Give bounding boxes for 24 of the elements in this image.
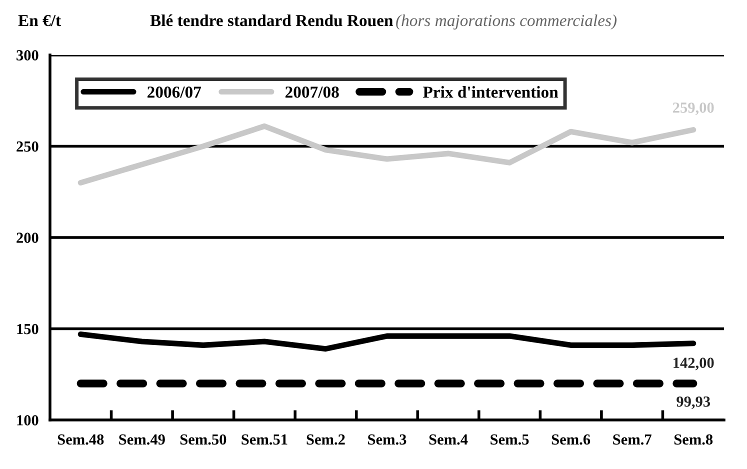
y-tick-label: 100 <box>17 415 38 426</box>
x-tick-label: Sem.7 <box>613 434 652 445</box>
x-tick-label: Sem.2 <box>306 434 345 445</box>
x-tick-label: Sem.6 <box>552 434 590 445</box>
x-tick-label: Sem.50 <box>180 434 226 445</box>
x-tick-label: Sem.4 <box>429 434 468 445</box>
legend-label: 2006/07 <box>148 86 202 98</box>
x-tick-label: Sem.8 <box>674 434 713 445</box>
y-tick-label: 300 <box>16 50 38 60</box>
y-tick-label: 250 <box>16 141 38 152</box>
legend-label: 2007/08 <box>285 86 339 98</box>
y-tick-label: 150 <box>17 324 38 334</box>
x-tick-label: Sem.48 <box>58 434 104 445</box>
legend-label: Prix d'intervention <box>423 86 558 98</box>
x-tick-label: Sem.5 <box>490 434 529 445</box>
x-tick-label: Sem.51 <box>242 434 288 445</box>
annotation: 99,93 <box>676 396 710 409</box>
y-tick-label: 200 <box>16 232 38 243</box>
chart-subtitle: (hors majorations commerciales) <box>396 14 617 30</box>
chart-title: Blé tendre standard Rendu Rouen <box>150 14 394 26</box>
y-axis-title: En €/t <box>18 14 61 26</box>
x-tick-label: Sem.3 <box>368 434 406 445</box>
x-tick-label: Sem.49 <box>119 434 165 445</box>
data-label: 142,00 <box>674 358 714 370</box>
